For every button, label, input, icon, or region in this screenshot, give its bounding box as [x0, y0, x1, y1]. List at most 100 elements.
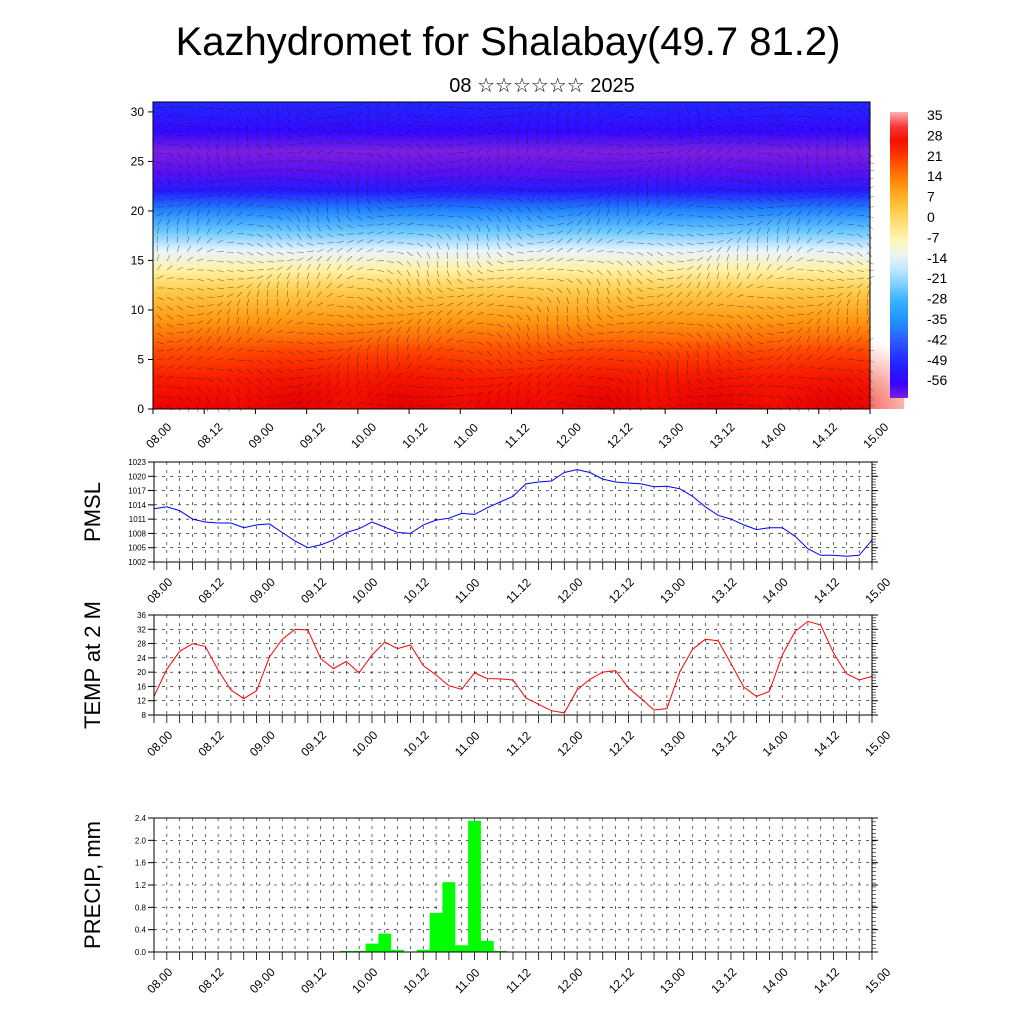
colorbar: 35 28 21 14 7 0 -7 -14 -21 -28 -35 -42 -49 -56 [890, 107, 947, 398]
colorbar-label: -28 [927, 291, 947, 307]
warm-anomaly [333, 319, 474, 409]
x-tick-label: 09.00 [247, 965, 278, 996]
x-tick-label: 13.12 [708, 965, 739, 996]
x-tick-label: 08.12 [196, 965, 227, 996]
wind-barb-row [156, 218, 874, 232]
x-tick-label: 08.00 [144, 728, 175, 759]
plot-frame [153, 614, 873, 716]
colorbar-label: -14 [927, 250, 947, 266]
wind-barb-row [156, 344, 875, 358]
precip-bar [480, 940, 494, 952]
x-tick-label: 11.12 [502, 420, 533, 451]
x-tick-label: 14.12 [811, 728, 842, 759]
precip-bar [365, 943, 379, 952]
x-tick-label: 10.12 [401, 965, 432, 996]
y-tick-label: 2.0 [135, 836, 147, 845]
y-tick-label: 1014 [128, 501, 146, 510]
precip-panel: 0.0 0.4 0.8 1.2 1.6 2.0 2.4 08.00 08.12 09.00 09.1… [80, 814, 894, 996]
x-tick-label: 14.12 [811, 575, 842, 606]
wind-barb-row [156, 244, 873, 260]
x-tick-label: 10.12 [401, 728, 432, 759]
plot-frame [153, 817, 873, 953]
warm-anomaly [642, 319, 783, 409]
y-tick-label: 1017 [128, 487, 146, 496]
x-tick-label: 09.00 [247, 575, 278, 606]
colorbar-label: 14 [927, 168, 943, 184]
y-tick-label: 15 [131, 253, 145, 267]
chart-title: Kazhydromet for Shalabay(49.7 81.2) [176, 20, 841, 64]
precip-bar [391, 949, 405, 952]
x-tick-label: 13.00 [657, 965, 688, 996]
precip-bar [429, 912, 443, 952]
series-line [153, 469, 873, 557]
x-tick-label: 12.00 [553, 420, 584, 451]
wind-barb-row [156, 326, 872, 340]
colorbar-label: 0 [927, 209, 935, 225]
wind-barb-row [156, 316, 870, 331]
x-tick-label: 11.00 [452, 965, 483, 996]
precip-bar [493, 950, 507, 952]
y-tick-label: 25 [131, 154, 145, 168]
wind-barb-row [156, 101, 872, 115]
x-tick-label: 11.12 [503, 575, 534, 606]
chart-subtitle: 08 ☆☆☆☆☆☆ 2025 [449, 75, 634, 97]
y-tick-label: 1008 [128, 529, 146, 538]
x-tick-label: 14.12 [811, 965, 842, 996]
wind-barb-row [156, 119, 869, 134]
wind-barb-row [156, 272, 874, 286]
wind-barb-row [156, 199, 875, 214]
colorbar-label: 28 [927, 127, 943, 143]
wind-barb-row [156, 263, 875, 277]
y-tick-label: 20 [131, 204, 145, 218]
x-tick-label: 15.00 [862, 728, 893, 759]
x-tick-label: 14.00 [760, 728, 791, 759]
colorbar-label: 21 [927, 148, 943, 164]
x-tick-label: 10.12 [399, 420, 430, 451]
y-tick-label: 0.4 [135, 926, 147, 935]
x-tick-label: 10.00 [349, 965, 380, 996]
x-tick-label: 12.00 [555, 575, 586, 606]
y-tick-label: 10 [131, 303, 145, 317]
y-tick-label: 0.8 [135, 903, 147, 912]
wind-barb-row [156, 335, 874, 349]
x-tick-label: 14.00 [760, 575, 791, 606]
wind-barb-row [156, 289, 870, 304]
y-tick-label: 0 [137, 402, 144, 416]
x-tick-label: 11.12 [503, 728, 534, 759]
y-tick-label: 32 [137, 625, 146, 634]
wind-barb-row [156, 361, 874, 377]
y-tick-label: 28 [137, 640, 146, 649]
x-tick-label: 08.00 [144, 575, 175, 606]
warm-anomaly [764, 319, 905, 409]
x-tick-label: 09.00 [247, 728, 278, 759]
wind-barb-row [156, 173, 874, 187]
precip-bar [442, 882, 456, 952]
wind-barb-row [156, 253, 874, 269]
precip-bar [339, 950, 353, 952]
colorbar-label: -49 [927, 352, 947, 368]
y-tick-label: 20 [137, 668, 146, 677]
x-tick-label: 11.00 [451, 420, 482, 451]
y-tick-label: 5 [137, 352, 144, 366]
x-tick-label: 10.00 [349, 728, 380, 759]
y-tick-label: 24 [137, 654, 146, 663]
y-tick-label: 1.2 [135, 881, 147, 890]
x-tick-label: 12.12 [606, 728, 637, 759]
x-tick-label: 09.12 [298, 965, 329, 996]
y-tick-label: 1.6 [135, 859, 147, 868]
y-tick-label: 1002 [128, 558, 146, 567]
x-tick-label: 11.12 [503, 965, 534, 996]
x-tick-label: 12.12 [604, 420, 635, 451]
x-tick-label: 08.00 [143, 420, 174, 451]
wind-barb-row [156, 127, 870, 143]
colorbar-label: -21 [927, 270, 947, 286]
y-tick-label: 2.4 [135, 814, 147, 823]
y-tick-label: 1005 [128, 544, 146, 553]
wind-barb-row [156, 307, 868, 323]
wind-barb-row [156, 181, 874, 197]
colorbar-label: -35 [927, 311, 947, 327]
wind-barb-row [156, 389, 874, 403]
y-tick-label: 0.0 [135, 948, 147, 957]
x-tick-label: 15.00 [862, 575, 893, 606]
y-axis-label: PMSL [80, 482, 105, 542]
